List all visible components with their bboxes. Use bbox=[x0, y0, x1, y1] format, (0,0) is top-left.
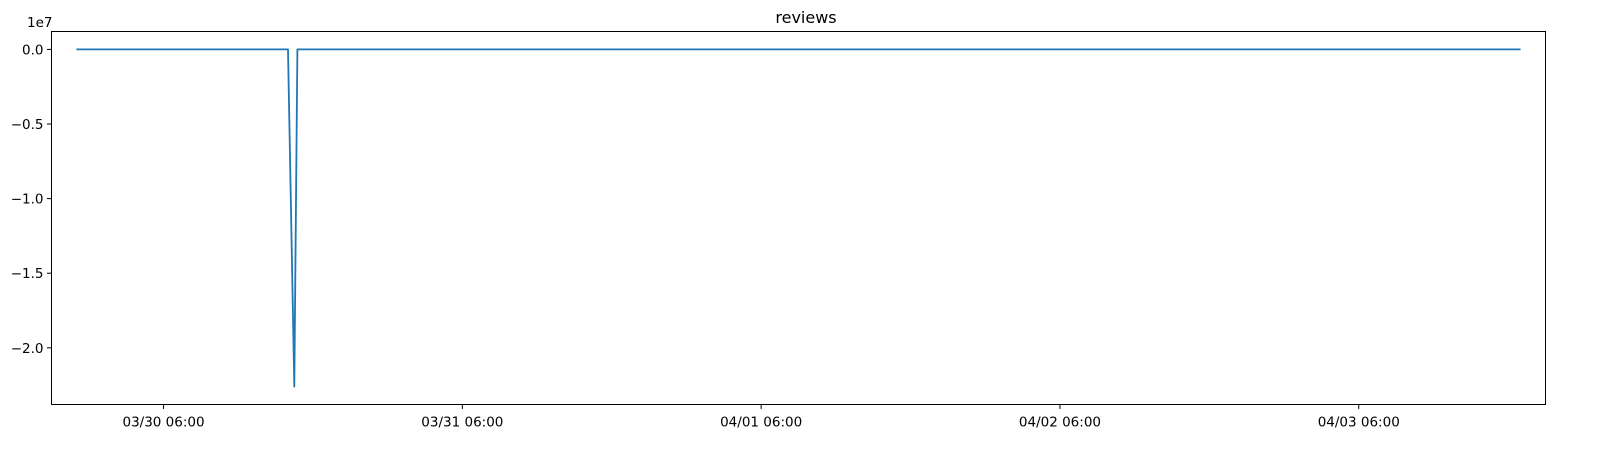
y-tick-label: −1.5 bbox=[11, 266, 44, 282]
y-tick-label: 0.0 bbox=[22, 42, 43, 58]
series-line-0 bbox=[76, 48, 1521, 388]
x-tick-label: 04/03 06:00 bbox=[1318, 415, 1400, 431]
y-axis: 0.0 −0.5 −1.0 −1.5 −2.0 bbox=[11, 42, 52, 357]
plot-frame bbox=[51, 31, 1546, 405]
x-tick-label: 03/30 06:00 bbox=[122, 415, 204, 431]
x-tick-label: 04/02 06:00 bbox=[1019, 415, 1101, 431]
y-axis-offset-label: 1e7 bbox=[27, 15, 52, 31]
x-tick-label: 04/01 06:00 bbox=[720, 415, 802, 431]
x-axis: 03/30 06:00 03/31 06:00 04/01 06:00 04/02 0… bbox=[122, 404, 1400, 431]
chart-title: reviews bbox=[775, 8, 836, 27]
plot-area bbox=[76, 48, 1521, 388]
y-tick-label: −0.5 bbox=[11, 117, 44, 133]
y-tick-label: −2.0 bbox=[11, 341, 44, 357]
x-tick-label: 03/31 06:00 bbox=[421, 415, 503, 431]
y-tick-label: −1.0 bbox=[11, 192, 44, 208]
